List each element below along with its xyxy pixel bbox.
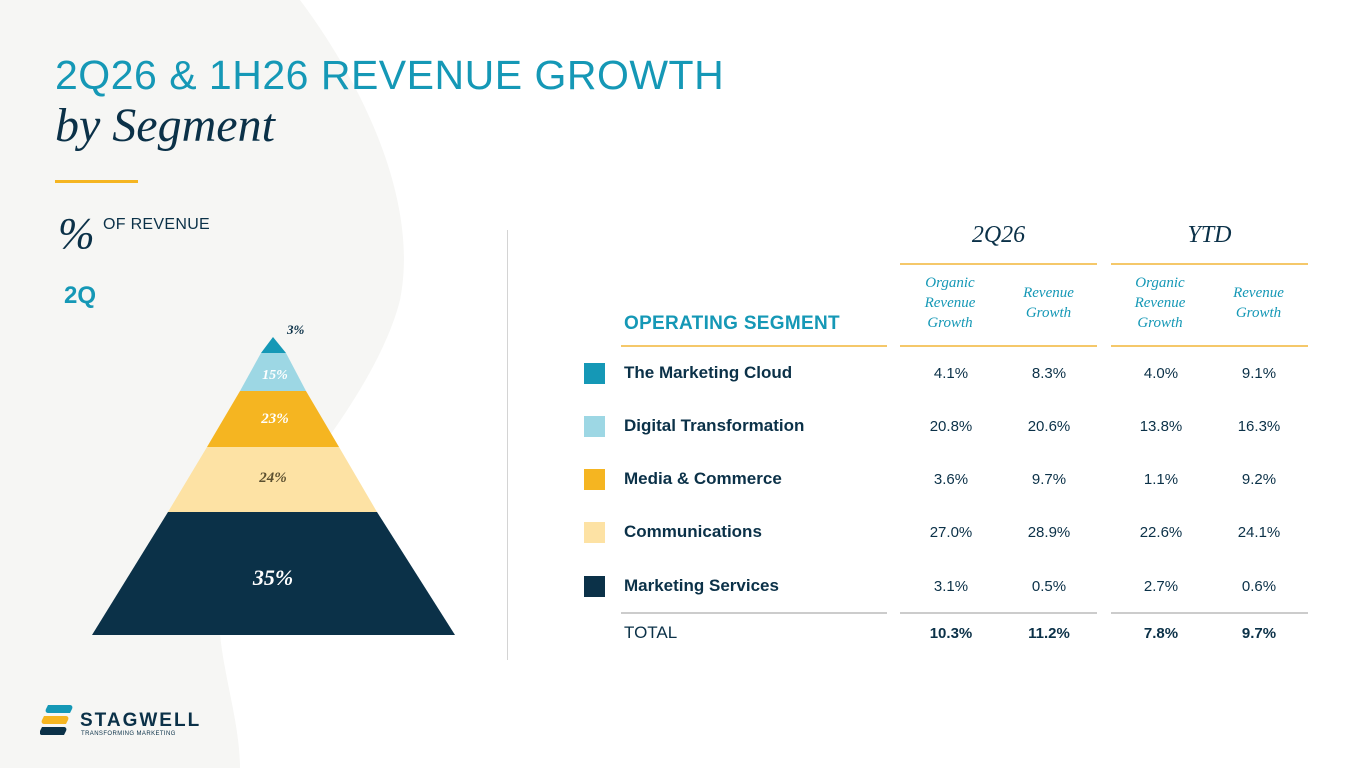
pyramid-layer-1 bbox=[261, 337, 286, 353]
pyramid-layer-4 bbox=[168, 447, 377, 512]
table-cell: 4.1% bbox=[933, 365, 969, 382]
table-cell: 1.1% bbox=[1143, 471, 1179, 488]
group-rule-ytd bbox=[1111, 263, 1308, 265]
segment-swatch bbox=[584, 363, 605, 384]
period-label: 2Q bbox=[64, 282, 97, 309]
segment-name: Communications bbox=[624, 522, 762, 541]
header-rule-ytd bbox=[1111, 345, 1308, 347]
header-rule-2q26 bbox=[900, 345, 1097, 347]
table-cell: 20.6% bbox=[1027, 418, 1071, 435]
group-header-ytd: YTD bbox=[1187, 222, 1232, 248]
col-header-2q-revenue: Revenue Growth bbox=[1023, 285, 1074, 321]
operating-segment-header: OPERATING SEGMENT bbox=[624, 313, 840, 334]
table-cell: 28.9% bbox=[1027, 524, 1071, 541]
segment-swatch bbox=[584, 416, 605, 437]
total-label: TOTAL bbox=[624, 623, 678, 642]
percent-symbol: % bbox=[58, 209, 95, 258]
table-cell: 3.1% bbox=[933, 578, 969, 595]
pyramid-layer-2 bbox=[240, 353, 306, 391]
total-cell: 10.3% bbox=[929, 625, 973, 642]
table-cell: 0.5% bbox=[1031, 578, 1067, 595]
group-header-2q26: 2Q26 bbox=[971, 222, 1026, 248]
pyramid-label-4: 24% bbox=[258, 470, 287, 486]
pyramid-label-5: 35% bbox=[252, 565, 293, 590]
segment-name: Marketing Services bbox=[624, 576, 779, 595]
page-title: 2Q26 & 1H26 REVENUE GROWTH bbox=[55, 52, 725, 98]
table-cell: 0.6% bbox=[1241, 578, 1277, 595]
page-subtitle: by Segment bbox=[55, 99, 275, 152]
logo-tagline: TRANSFORMING MARKETING bbox=[81, 731, 176, 737]
stagwell-logo: STAGWELL TRANSFORMING MARKETING bbox=[40, 705, 201, 737]
segment-name: Digital Transformation bbox=[624, 416, 805, 435]
table-cell: 9.2% bbox=[1241, 471, 1277, 488]
pyramid-layer-5 bbox=[92, 512, 455, 635]
stagwell-logo-icon bbox=[40, 705, 73, 735]
table-cell: 8.3% bbox=[1031, 365, 1067, 382]
pyramid-label-1: 3% bbox=[286, 322, 305, 337]
table-cell: 9.1% bbox=[1241, 365, 1277, 382]
segment-name: The Marketing Cloud bbox=[624, 363, 793, 382]
total-cell: 9.7% bbox=[1241, 625, 1277, 642]
table-cell: 2.7% bbox=[1143, 578, 1179, 595]
pyramid-layer-3 bbox=[207, 391, 339, 447]
percent-label: OF REVENUE bbox=[103, 216, 211, 233]
pyramid-label-3: 23% bbox=[260, 411, 289, 427]
title-underline bbox=[55, 180, 138, 183]
col-header-ytd-revenue: Revenue Growth bbox=[1233, 285, 1284, 321]
total-rule-ytd bbox=[1111, 612, 1308, 614]
total-rule-2q26 bbox=[900, 612, 1097, 614]
table-cell: 24.1% bbox=[1237, 524, 1281, 541]
table-cell: 4.0% bbox=[1143, 365, 1179, 382]
total-rule-segment bbox=[621, 612, 887, 614]
section-divider bbox=[507, 230, 508, 660]
group-rule-2q26 bbox=[900, 263, 1097, 265]
total-cell: 7.8% bbox=[1143, 625, 1179, 642]
col-header-2q-organic: Organic Revenue Growth bbox=[924, 275, 976, 331]
pyramid-label-2: 15% bbox=[262, 368, 288, 383]
segment-name: Media & Commerce bbox=[624, 469, 782, 488]
total-cell: 11.2% bbox=[1028, 625, 1070, 642]
logo-wordmark: STAGWELL bbox=[80, 710, 201, 731]
table-cell: 3.6% bbox=[933, 471, 969, 488]
table-cell: 16.3% bbox=[1237, 418, 1281, 435]
segment-swatch bbox=[584, 469, 605, 490]
table-cell: 20.8% bbox=[929, 418, 973, 435]
revenue-share-pyramid: 3% 15% 23% 24% 35% bbox=[92, 322, 455, 635]
segment-swatch bbox=[584, 522, 605, 543]
col-header-ytd-organic: Organic Revenue Growth bbox=[1134, 275, 1186, 331]
table-cell: 22.6% bbox=[1139, 524, 1183, 541]
header-rule-segment bbox=[621, 345, 887, 347]
table-cell: 9.7% bbox=[1031, 471, 1067, 488]
table-cell: 27.0% bbox=[929, 524, 973, 541]
segment-swatch bbox=[584, 576, 605, 597]
table-cell: 13.8% bbox=[1139, 418, 1183, 435]
